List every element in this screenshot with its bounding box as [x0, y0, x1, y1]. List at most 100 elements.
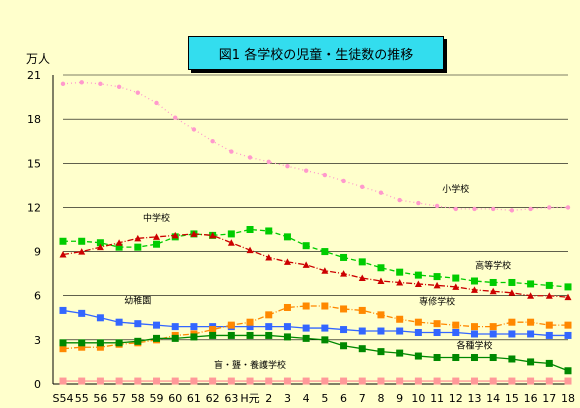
data-point	[358, 258, 366, 266]
data-point	[265, 377, 273, 385]
data-point	[340, 305, 348, 313]
data-point	[321, 324, 329, 332]
data-point	[358, 377, 366, 385]
y-axis-unit: 万人	[26, 52, 51, 66]
data-point	[265, 331, 273, 339]
data-point	[246, 226, 254, 233]
data-point	[209, 331, 217, 339]
x-tick-label: 8	[377, 392, 384, 405]
data-point	[564, 293, 572, 301]
data-point	[134, 377, 142, 385]
series-layer	[59, 80, 572, 385]
x-tick-label: 5	[321, 392, 328, 405]
data-point	[302, 242, 310, 250]
x-tick-label: 60	[168, 392, 182, 405]
data-point	[470, 277, 478, 285]
data-point	[545, 359, 553, 367]
data-point	[470, 330, 478, 338]
data-point	[135, 90, 141, 95]
data-point	[209, 326, 217, 334]
data-point	[59, 345, 67, 353]
x-tick-label: 62	[206, 392, 220, 405]
data-point	[433, 329, 441, 336]
data-point	[564, 377, 572, 385]
data-point	[453, 206, 458, 212]
data-point	[247, 155, 253, 160]
data-point	[322, 172, 328, 178]
data-point	[340, 377, 348, 385]
x-tick-label: 14	[486, 392, 500, 405]
x-tick-label: 58	[131, 392, 145, 405]
data-point	[565, 205, 571, 210]
data-point	[227, 321, 235, 329]
data-point	[545, 281, 553, 289]
x-tick-label: S54	[53, 392, 74, 405]
data-point	[115, 243, 123, 251]
data-point	[340, 326, 348, 334]
data-point	[285, 164, 290, 169]
data-point	[528, 206, 533, 212]
series-label: 盲・聾・養護学校	[214, 359, 286, 371]
data-point	[527, 318, 535, 326]
data-point	[302, 324, 310, 332]
x-tick-label: 6	[340, 392, 347, 405]
data-point	[265, 323, 273, 331]
data-point	[527, 280, 535, 288]
data-point	[266, 159, 271, 165]
data-point	[209, 231, 217, 239]
data-point	[190, 377, 198, 385]
data-point	[246, 323, 254, 331]
data-point	[508, 377, 516, 385]
data-point	[414, 280, 422, 287]
data-point	[115, 239, 123, 246]
data-point	[321, 302, 329, 310]
data-point	[78, 309, 86, 317]
data-point	[378, 190, 384, 195]
y-tick-label: 9	[34, 246, 41, 259]
series-line	[62, 81, 568, 212]
data-point	[377, 311, 385, 319]
data-point	[564, 321, 572, 329]
data-point	[116, 84, 122, 89]
data-point	[396, 377, 404, 385]
data-point	[489, 323, 497, 331]
data-point	[59, 237, 67, 245]
data-point	[340, 342, 348, 350]
data-point	[416, 200, 421, 206]
data-point	[545, 292, 553, 299]
data-point	[489, 287, 497, 295]
data-point	[358, 306, 366, 314]
data-point	[564, 367, 572, 375]
data-point	[414, 352, 422, 360]
data-point	[265, 311, 273, 319]
series-line	[63, 228, 569, 288]
data-point	[470, 323, 478, 331]
series-3	[59, 306, 572, 339]
data-point	[452, 283, 460, 290]
data-point	[227, 331, 235, 339]
data-point	[98, 81, 103, 87]
x-tick-label: 55	[75, 392, 89, 405]
data-point	[321, 336, 329, 344]
data-point	[545, 321, 553, 329]
data-point	[190, 323, 198, 331]
x-tick-label: 12	[449, 392, 463, 405]
series-6	[59, 377, 572, 385]
data-point	[190, 333, 198, 341]
data-point	[377, 377, 385, 385]
data-point	[564, 331, 572, 339]
data-point	[134, 243, 142, 251]
data-point	[489, 278, 497, 286]
data-point	[452, 329, 460, 336]
data-point	[472, 206, 477, 212]
data-point	[414, 318, 422, 326]
data-point	[283, 323, 291, 331]
data-point	[59, 306, 67, 314]
data-point	[452, 274, 460, 282]
data-point	[96, 314, 104, 322]
data-point	[452, 354, 460, 362]
data-point	[302, 377, 310, 385]
data-point	[396, 349, 404, 357]
data-point	[489, 377, 497, 385]
data-point	[78, 343, 86, 351]
